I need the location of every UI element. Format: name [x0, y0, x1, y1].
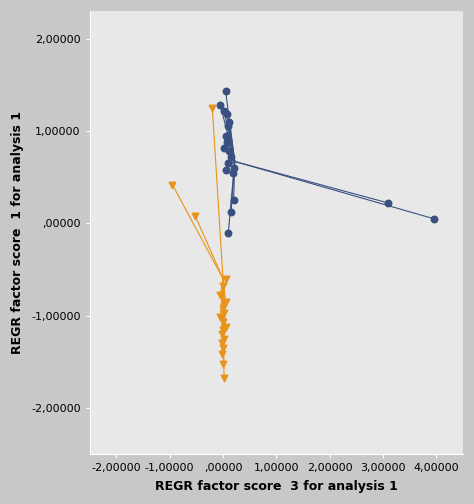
Point: [218, 350, 226, 358]
X-axis label: REGR factor score  3 for analysis 1: REGR factor score 3 for analysis 1: [155, 480, 398, 493]
Point: [217, 313, 224, 322]
Point: [220, 374, 228, 383]
Point: [220, 107, 228, 115]
Point: [227, 208, 235, 216]
Y-axis label: REGR factor score  1 for analysis 1: REGR factor score 1 for analysis 1: [11, 111, 24, 354]
Point: [226, 147, 233, 155]
Point: [222, 87, 229, 95]
Point: [223, 110, 231, 118]
Point: [191, 212, 199, 220]
Point: [217, 101, 224, 109]
Point: [222, 132, 229, 140]
Point: [218, 339, 226, 347]
Point: [219, 318, 227, 326]
Point: [227, 153, 235, 161]
Point: [226, 118, 233, 126]
Point: [223, 138, 231, 146]
Point: [219, 326, 227, 334]
Point: [230, 164, 237, 172]
Point: [219, 282, 227, 290]
Point: [219, 359, 227, 367]
Point: [230, 196, 237, 204]
Point: [229, 168, 237, 176]
Point: [218, 330, 226, 338]
Point: [219, 304, 227, 312]
Point: [209, 104, 216, 112]
Point: [169, 180, 176, 188]
Point: [222, 166, 229, 174]
Point: [225, 228, 232, 236]
Point: [430, 215, 438, 223]
Point: [220, 309, 228, 317]
Point: [222, 298, 229, 306]
Point: [225, 122, 232, 131]
Point: [220, 144, 228, 152]
Point: [220, 335, 228, 343]
Point: [219, 344, 227, 352]
Point: [217, 291, 224, 299]
Point: [222, 275, 229, 283]
Point: [384, 199, 392, 207]
Point: [222, 323, 229, 331]
Point: [225, 159, 232, 167]
